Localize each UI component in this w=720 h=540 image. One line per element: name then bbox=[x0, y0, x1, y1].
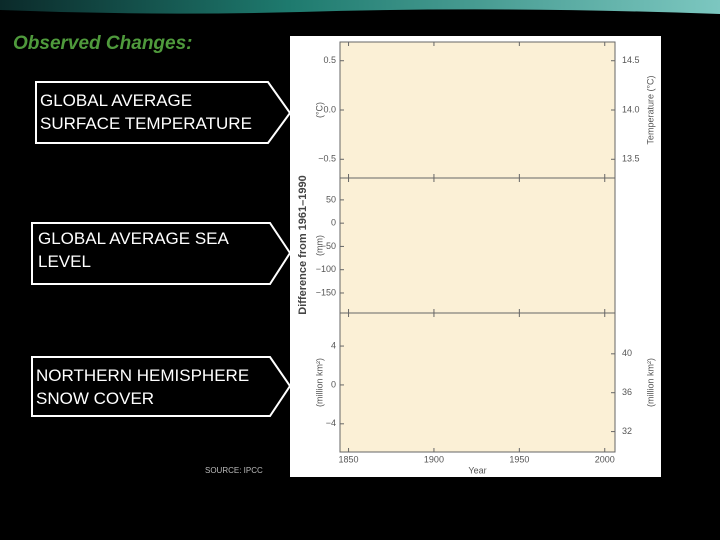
y-tick-label: −100 bbox=[316, 264, 336, 274]
box-text: SNOW COVER bbox=[36, 389, 154, 408]
plots: 0.5 0.0 −0.5 14.5 14.0 13.5 (°C) Temperature (°… bbox=[314, 41, 655, 475]
y2-tick-label: 32 bbox=[622, 426, 632, 436]
y2-tick-label: 14.5 bbox=[622, 55, 640, 65]
label-box bbox=[31, 222, 292, 285]
plot-area bbox=[339, 312, 616, 453]
y-axis-label: (°C) bbox=[314, 102, 324, 118]
y2-tick-label: 14.0 bbox=[622, 104, 640, 114]
label-box bbox=[31, 356, 292, 417]
box-text: LEVEL bbox=[38, 252, 91, 271]
shared-y-label: Difference from 1961–1990 bbox=[297, 175, 309, 314]
y-tick-label: 4 bbox=[331, 340, 336, 350]
slide-title: Observed Changes: bbox=[13, 33, 193, 54]
box-text: GLOBAL AVERAGE bbox=[40, 91, 192, 110]
y-tick-label: 50 bbox=[326, 194, 336, 204]
x-tick-label: 1950 bbox=[509, 454, 529, 464]
y-axis-label: (mm) bbox=[314, 235, 324, 256]
box-text: NORTHERN HEMISPHERE bbox=[36, 366, 249, 385]
y-tick-label: 0 bbox=[331, 379, 336, 389]
y-tick-label: −4 bbox=[326, 418, 336, 428]
y-tick-label: −0.5 bbox=[318, 154, 336, 164]
y-tick-label: 0 bbox=[331, 218, 336, 228]
header-band bbox=[0, 0, 720, 14]
y2-axis-label: Temperature (°C) bbox=[645, 75, 655, 144]
y-tick-label: 0.5 bbox=[323, 55, 336, 65]
box-text: GLOBAL AVERAGE SEA bbox=[38, 229, 230, 248]
x-axis-label: Year bbox=[468, 465, 486, 475]
y2-axis-label: (million km²) bbox=[645, 358, 655, 407]
y2-tick-label: 13.5 bbox=[622, 154, 640, 164]
plot-area bbox=[339, 41, 616, 179]
x-tick-label: 1850 bbox=[339, 454, 359, 464]
y-tick-label: 0.0 bbox=[323, 104, 336, 114]
box-text: SURFACE TEMPERATURE bbox=[40, 114, 252, 133]
x-tick-label: 1900 bbox=[424, 454, 444, 464]
y-axis-label: (million km²) bbox=[314, 358, 324, 407]
plot-area bbox=[339, 177, 616, 314]
y2-tick-label: 36 bbox=[622, 387, 632, 397]
x-tick-label: 2000 bbox=[595, 454, 615, 464]
label-box bbox=[35, 81, 292, 144]
source: SOURCE: IPCC bbox=[205, 466, 263, 475]
y-tick-label: −50 bbox=[321, 241, 336, 251]
y-tick-label: −150 bbox=[316, 287, 336, 297]
y2-tick-label: 40 bbox=[622, 348, 632, 358]
